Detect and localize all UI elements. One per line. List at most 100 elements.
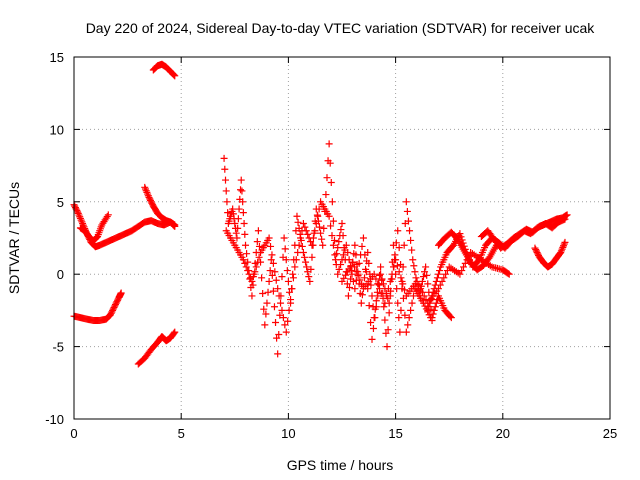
data-point bbox=[334, 270, 342, 278]
data-point bbox=[170, 329, 178, 337]
data-point bbox=[238, 187, 246, 195]
data-point bbox=[401, 286, 409, 294]
data-point bbox=[377, 270, 385, 278]
data-point bbox=[281, 245, 289, 253]
data-point bbox=[76, 213, 84, 221]
data-point bbox=[370, 270, 378, 278]
data-point bbox=[251, 268, 259, 276]
data-point bbox=[237, 176, 245, 184]
data-point bbox=[431, 281, 439, 289]
data-point bbox=[239, 198, 247, 206]
data-point bbox=[335, 265, 343, 273]
data-point bbox=[319, 241, 327, 249]
data-point bbox=[429, 310, 437, 318]
data-point bbox=[141, 185, 149, 193]
chart-title: Day 220 of 2024, Sidereal Day-to-day VTE… bbox=[86, 20, 596, 36]
data-point bbox=[144, 190, 152, 198]
data-point bbox=[270, 303, 278, 311]
data-point bbox=[397, 274, 405, 282]
data-point bbox=[276, 311, 284, 319]
data-point bbox=[325, 140, 333, 148]
data-point bbox=[234, 224, 242, 232]
data-point bbox=[339, 232, 347, 240]
data-point bbox=[233, 234, 241, 242]
data-point bbox=[383, 292, 391, 300]
data-point bbox=[275, 331, 283, 339]
data-point bbox=[292, 256, 300, 264]
x-tick-label: 5 bbox=[178, 426, 185, 441]
data-point bbox=[346, 283, 354, 291]
data-point bbox=[333, 250, 341, 258]
data-point bbox=[400, 241, 408, 249]
data-point bbox=[330, 236, 338, 244]
data-point bbox=[237, 186, 245, 194]
data-point bbox=[443, 267, 451, 275]
data-point bbox=[365, 302, 373, 310]
data-point bbox=[229, 205, 237, 213]
data-point bbox=[171, 328, 179, 336]
data-point bbox=[222, 176, 230, 184]
data-point bbox=[461, 259, 469, 267]
data-point bbox=[380, 303, 388, 311]
data-point bbox=[397, 261, 405, 269]
data-point bbox=[306, 277, 314, 285]
data-point bbox=[245, 270, 253, 278]
data-point bbox=[433, 274, 441, 282]
data-point bbox=[242, 263, 250, 271]
data-point bbox=[413, 277, 421, 285]
data-point bbox=[294, 248, 302, 256]
data-point bbox=[408, 299, 416, 307]
data-point bbox=[248, 292, 256, 300]
data-point bbox=[428, 317, 436, 325]
x-tick-label: 20 bbox=[496, 426, 510, 441]
data-point bbox=[222, 187, 230, 195]
data-point bbox=[327, 222, 335, 230]
data-point bbox=[104, 211, 112, 219]
data-point bbox=[429, 288, 437, 296]
data-point bbox=[392, 256, 400, 264]
data-point bbox=[423, 271, 431, 279]
data-point bbox=[308, 253, 316, 261]
data-point bbox=[315, 223, 323, 231]
data-point bbox=[331, 251, 339, 259]
data-point bbox=[337, 261, 345, 269]
data-point bbox=[326, 159, 334, 167]
data-point bbox=[271, 268, 279, 276]
data-point bbox=[359, 234, 367, 242]
data-point bbox=[404, 217, 412, 225]
data-point bbox=[428, 292, 436, 300]
data-point bbox=[402, 328, 410, 336]
data-point bbox=[440, 274, 448, 282]
data-point bbox=[412, 274, 420, 282]
data-point bbox=[285, 306, 293, 314]
data-point bbox=[458, 267, 466, 275]
y-tick-label: -10 bbox=[45, 412, 64, 427]
data-point bbox=[430, 306, 438, 314]
data-point bbox=[249, 273, 257, 281]
data-point bbox=[417, 285, 425, 293]
data-point bbox=[229, 210, 237, 218]
data-point bbox=[252, 263, 260, 271]
data-point bbox=[329, 241, 337, 249]
data-point bbox=[395, 244, 403, 252]
data-point bbox=[314, 212, 322, 220]
data-point bbox=[300, 253, 308, 261]
data-point bbox=[243, 250, 251, 258]
data-point bbox=[248, 277, 256, 285]
data-point bbox=[284, 277, 292, 285]
data-point bbox=[354, 272, 362, 280]
data-point bbox=[408, 246, 416, 254]
data-point bbox=[409, 256, 417, 264]
x-tick-label: 15 bbox=[388, 426, 402, 441]
data-point bbox=[258, 274, 266, 282]
series-arc-e bbox=[134, 328, 179, 368]
data-point bbox=[402, 198, 410, 206]
data-point bbox=[240, 220, 248, 228]
data-point bbox=[74, 208, 82, 216]
data-point bbox=[393, 262, 401, 270]
data-point bbox=[320, 224, 328, 232]
data-point bbox=[378, 275, 386, 283]
data-point bbox=[456, 270, 464, 278]
data-point bbox=[223, 198, 231, 206]
series-arc-b bbox=[76, 211, 112, 245]
